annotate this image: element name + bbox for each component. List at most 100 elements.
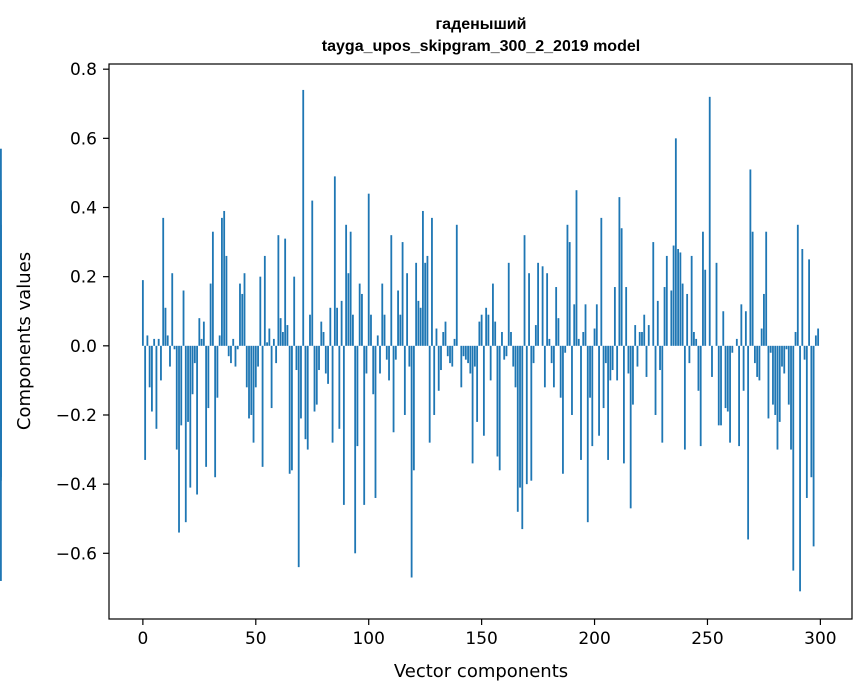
bar [790, 345, 792, 450]
bar [313, 345, 316, 412]
x-tick-label: 250 [691, 629, 723, 649]
bar [148, 345, 151, 388]
bar [652, 242, 655, 346]
bar [799, 345, 801, 592]
bar [769, 345, 772, 353]
bar [717, 345, 720, 426]
bar [747, 345, 750, 540]
y-tick-label: 0.2 [70, 268, 97, 288]
bar [381, 283, 384, 346]
bar [153, 338, 156, 346]
bar [367, 193, 370, 346]
bar [627, 345, 630, 374]
bar [209, 283, 212, 346]
bar [266, 342, 268, 346]
bar [180, 345, 183, 426]
bar [760, 328, 763, 346]
bar [261, 345, 264, 467]
bar [792, 345, 795, 571]
bar [464, 345, 467, 360]
bar [211, 231, 214, 346]
bar [661, 345, 664, 443]
bar [805, 345, 808, 498]
bar [189, 345, 192, 488]
bar [663, 287, 666, 346]
bar [557, 318, 560, 346]
bar [519, 345, 521, 488]
bar [679, 252, 682, 346]
bar [704, 269, 707, 346]
bar [352, 314, 354, 346]
bar [216, 345, 219, 398]
bar [358, 283, 361, 346]
bar [765, 231, 768, 346]
bar [577, 338, 580, 346]
bar [634, 325, 637, 346]
bar [449, 345, 451, 364]
x-tick-label: 150 [465, 629, 497, 649]
bar [501, 331, 503, 346]
bar [372, 345, 375, 395]
bar [589, 345, 591, 398]
bar [300, 345, 302, 419]
bar [695, 338, 698, 346]
bar [629, 345, 632, 509]
bar [722, 311, 725, 346]
bar [408, 345, 411, 367]
bar [485, 307, 488, 346]
bar [338, 345, 341, 429]
bar-series [0, 89, 820, 592]
bar [810, 345, 813, 478]
y-tick-label: 0.8 [70, 60, 97, 80]
bar [453, 338, 456, 346]
bar [521, 345, 524, 530]
bar [304, 345, 307, 440]
bar [397, 290, 399, 346]
bar [575, 190, 578, 346]
bar [331, 345, 334, 443]
bar [726, 345, 729, 412]
y-axis-ticks: −0.6 −0.4 −0.2 0.0 0.2 0.4 0.6 0.8 [56, 60, 109, 564]
bar [643, 314, 646, 346]
bar [808, 259, 810, 346]
bar [291, 345, 293, 471]
bar [514, 345, 517, 388]
bar [530, 345, 533, 481]
bar [433, 345, 436, 415]
bar [555, 287, 558, 346]
bar [607, 345, 609, 460]
bar [487, 314, 490, 346]
bar [446, 345, 449, 357]
bar [302, 89, 305, 346]
bar [347, 273, 350, 346]
bar [428, 345, 431, 443]
bar [562, 345, 564, 474]
bar [184, 345, 187, 523]
bar [388, 345, 390, 381]
bar [647, 325, 650, 346]
bar [516, 345, 519, 512]
bar [814, 335, 817, 346]
bar [198, 318, 201, 346]
bar [426, 255, 429, 346]
bar [528, 273, 530, 346]
bar [324, 345, 327, 374]
y-tick-label: −0.6 [56, 544, 97, 564]
bar [225, 255, 228, 346]
bar [451, 345, 454, 367]
x-axis-label: Vector components [394, 661, 568, 682]
bar [580, 345, 582, 460]
bar [505, 345, 508, 357]
bar [394, 345, 397, 360]
bar [548, 338, 551, 346]
bar [173, 345, 176, 350]
bar [482, 345, 485, 436]
bar [196, 345, 198, 495]
bar [141, 280, 144, 346]
bar [794, 331, 797, 346]
bar [729, 345, 731, 443]
bar [383, 314, 386, 346]
bar [205, 345, 208, 467]
bar [437, 345, 440, 391]
bar [546, 273, 549, 346]
